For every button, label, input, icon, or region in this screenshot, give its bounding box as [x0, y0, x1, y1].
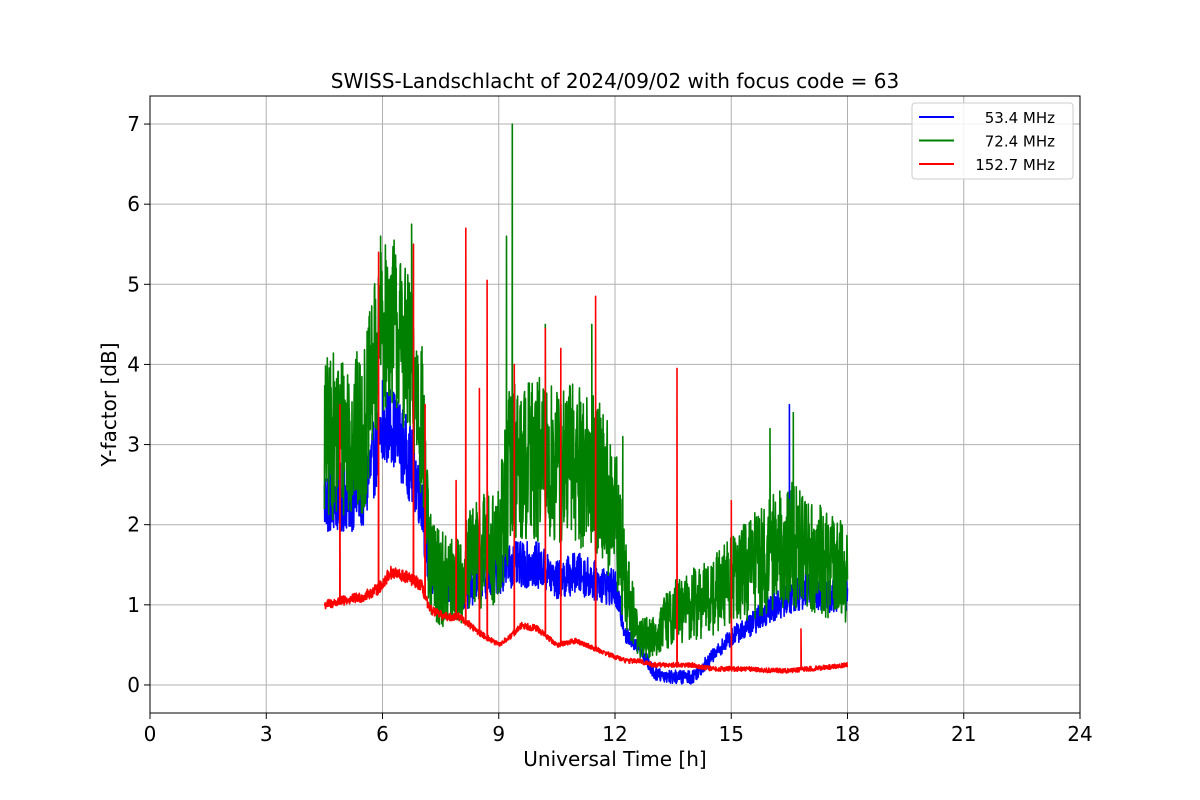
x-tick-label: 9: [492, 722, 505, 746]
y-tick-label: 2: [127, 513, 140, 537]
y-axis-label: Y-factor [dB]: [97, 342, 121, 467]
x-tick-label: 0: [144, 722, 157, 746]
series-line-2: [323, 227, 849, 674]
legend-box: [911, 102, 1074, 180]
y-tick-label: 6: [127, 192, 140, 216]
x-tick-label: 12: [602, 722, 627, 746]
x-tick-label: 15: [719, 722, 744, 746]
y-tick-label: 3: [127, 433, 140, 457]
y-tick-label: 0: [127, 673, 140, 697]
x-tick-label: 18: [835, 722, 860, 746]
series-group: [323, 123, 849, 685]
chart-title: SWISS-Landschlacht of 2024/09/02 with fo…: [331, 69, 899, 93]
legend-label: 72.4 MHz: [985, 133, 1055, 151]
x-axis-label: Universal Time [h]: [523, 747, 706, 771]
y-tick-label: 1: [127, 593, 140, 617]
x-tick-label: 21: [951, 722, 976, 746]
legend-label: 152.7 MHz: [975, 156, 1055, 174]
x-tick-label: 3: [260, 722, 273, 746]
series-line-1: [323, 123, 849, 659]
y-tick-label: 7: [127, 112, 140, 136]
x-tick-label: 6: [376, 722, 389, 746]
y-tick-label: 5: [127, 272, 140, 296]
plot-area: [323, 123, 849, 685]
y-tick-label: 4: [127, 352, 140, 376]
x-tick-label: 24: [1067, 722, 1092, 746]
legend: 53.4 MHz 72.4 MHz 152.7 MHz: [911, 102, 1074, 180]
legend-label: 53.4 MHz: [985, 109, 1055, 127]
